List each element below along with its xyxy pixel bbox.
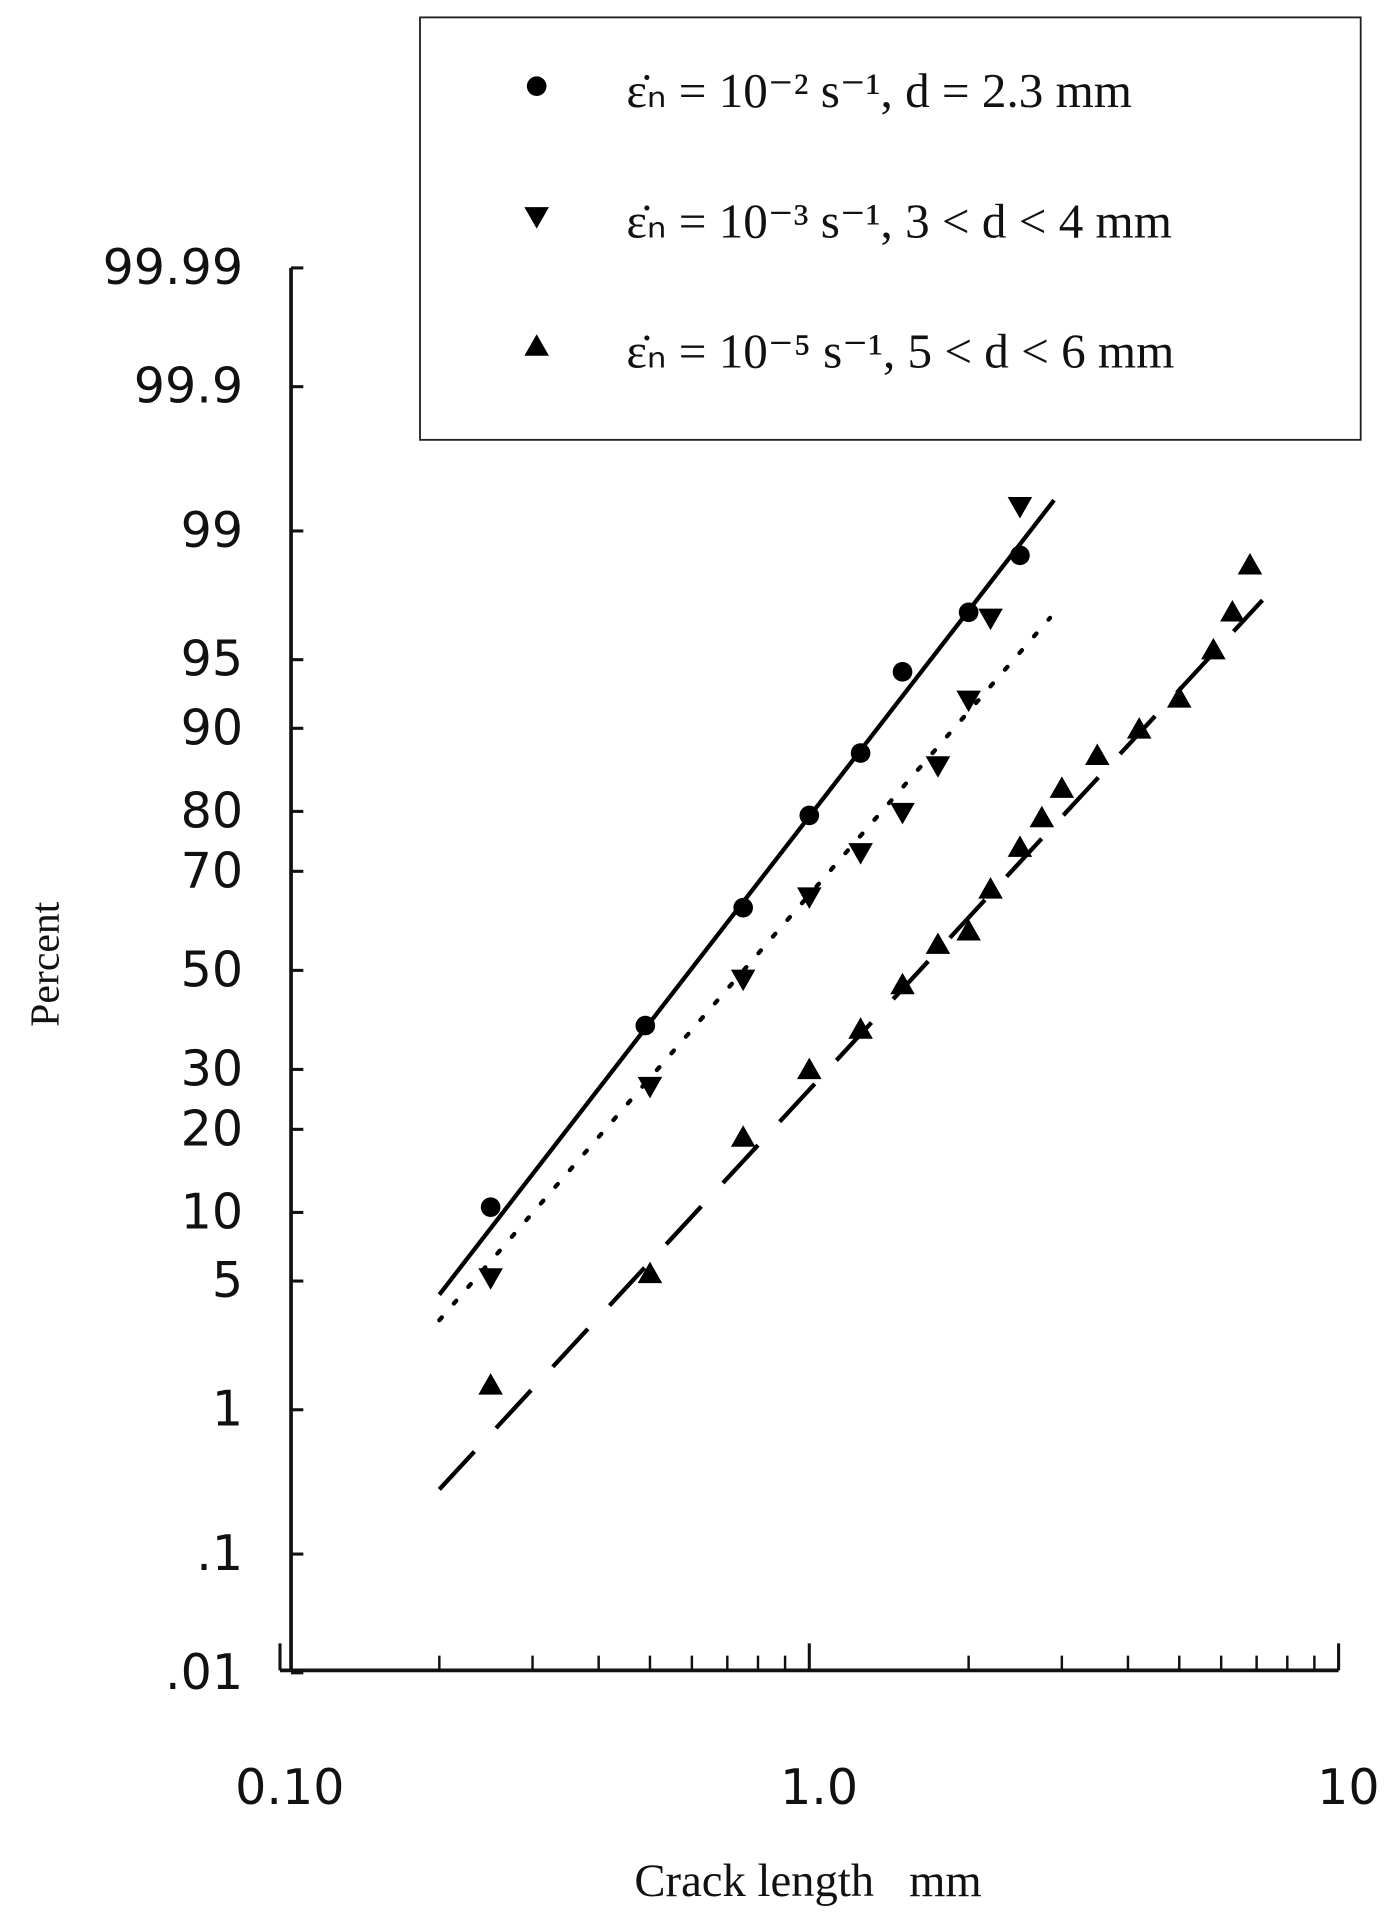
point [848,1017,873,1039]
point [890,802,915,825]
y-tick-label: .1 [196,1524,243,1582]
point [958,602,979,623]
point [1007,497,1033,519]
point [799,805,820,826]
point [637,1076,663,1099]
point [956,690,981,713]
point [978,608,1003,631]
point [478,1373,503,1395]
point [733,897,753,918]
y-tick-label: .01 [165,1643,243,1701]
point [890,972,915,995]
x-tick-label: 10 [1317,1758,1380,1816]
point [1201,637,1226,660]
point [956,918,981,941]
y-tick-label: 99.99 [103,238,244,296]
y-tick-label: 95 [181,630,244,688]
point [1166,686,1192,708]
x-tick-label: 0.10 [235,1758,344,1816]
point [925,932,951,954]
point [1084,743,1110,766]
legend-box [419,16,1362,441]
legend-label: ε̇ₙ = 10⁻³ s⁻¹, 3 < d < 4 mm [626,193,1172,248]
point [1237,553,1263,575]
legend-label: ε̇ₙ = 10⁻⁵ s⁻¹, 5 < d < 6 mm [626,324,1174,379]
point [850,743,871,763]
legend-marker [526,76,547,96]
point [797,887,822,909]
point [1029,805,1055,828]
y-axis-label: Percent [23,901,69,1027]
y-tick-label: 10 [181,1182,244,1240]
y-tick-label: 99 [181,501,244,559]
point [730,969,756,992]
point [1126,717,1152,739]
y-tick-label: 20 [181,1099,244,1157]
point [478,1268,503,1290]
point [480,1197,501,1217]
y-tick-label: 50 [181,940,244,998]
y-tick-label: 99.9 [134,357,243,415]
y-tick-label: 1 [212,1380,243,1438]
fit-line [437,498,1056,1296]
point [635,1015,656,1036]
legend-marker [524,334,549,356]
point [1010,545,1030,566]
point [978,877,1003,899]
point [848,843,873,865]
point [637,1261,663,1284]
point [892,662,913,682]
legend-label: ε̇ₙ = 10⁻² s⁻¹, d = 2.3 mm [626,63,1132,118]
point [730,1125,756,1147]
y-tick-label: 80 [181,781,244,839]
x-tick-label: 1.0 [780,1758,858,1816]
point [797,1057,822,1080]
point [1049,776,1075,798]
y-tick-label: 30 [181,1039,244,1097]
y-tick-label: 5 [212,1251,243,1309]
point [1220,600,1245,622]
point [925,756,951,778]
y-tick-label: 70 [181,841,244,899]
legend-marker [524,207,549,229]
fit-line [437,615,1053,1323]
fit-line [437,598,1265,1491]
x-axis-label: Crack length mm [634,1855,981,1907]
point [1007,835,1033,857]
y-tick-label: 90 [181,698,244,756]
